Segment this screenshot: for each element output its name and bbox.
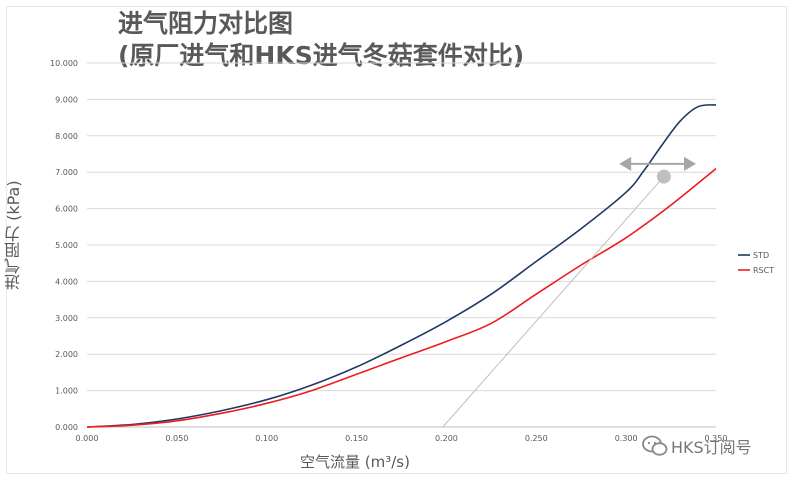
chart-subtitle: (原厂进气和HKS进气冬菇套件对比): [118, 41, 525, 70]
x-tick-label: 0.250: [525, 434, 548, 443]
y-tick-label: 1.000: [55, 387, 78, 396]
x-tick-label: 0.200: [435, 434, 458, 443]
watermark-text: HKS订阅号: [671, 438, 752, 457]
y-tick-label: 6.000: [55, 205, 78, 214]
x-tick-label: 0.050: [165, 434, 188, 443]
y-axis-label: 进气阻力 (kPa): [4, 180, 23, 290]
y-tick-label: 8.000: [55, 132, 78, 141]
legend-label-rsct: RSCT: [753, 266, 774, 275]
y-tick-label: 2.000: [55, 350, 78, 359]
x-tick-label: 0.000: [76, 434, 99, 443]
y-tick-label: 4.000: [55, 277, 78, 286]
watermark: HKS订阅号: [642, 434, 752, 458]
y-tick-label: 10.000: [50, 59, 78, 68]
annotation-dot: [656, 169, 671, 184]
chart-title: 进气阻力对比图: [118, 9, 294, 38]
x-tick-label: 0.150: [345, 434, 368, 443]
annotation-arrowhead-right: [684, 156, 697, 171]
series-line-rsct: [86, 167, 717, 428]
annotation-pointer-line: [442, 176, 665, 428]
y-tick-label: 0.000: [55, 423, 78, 432]
x-tick-label: 0.300: [615, 434, 638, 443]
wechat-icon: [642, 435, 668, 456]
y-tick-label: 3.000: [55, 314, 78, 323]
y-tick-label: 9.000: [55, 95, 78, 104]
legend-label-std: STD: [753, 251, 769, 260]
y-tick-label: 7.000: [55, 168, 78, 177]
x-tick-label: 0.350: [705, 434, 728, 443]
x-axis-label: 空气流量 (m³/s): [300, 453, 410, 471]
chart-frame: [6, 6, 787, 474]
annotation-arrowhead-left: [619, 156, 632, 171]
x-tick-label: 0.100: [255, 434, 278, 443]
series-line-std: [86, 104, 717, 428]
y-tick-label: 5.000: [55, 241, 78, 250]
